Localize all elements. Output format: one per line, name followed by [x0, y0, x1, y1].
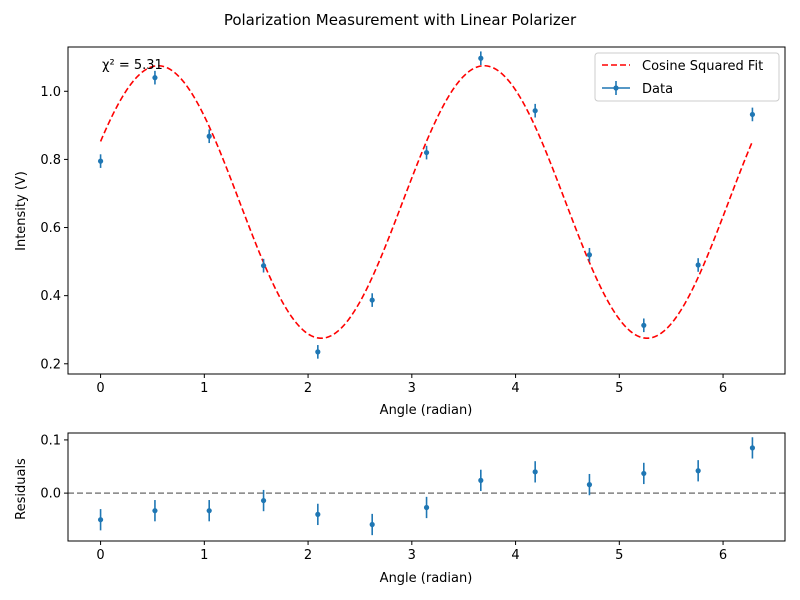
x-tick-label: 3: [408, 381, 416, 396]
y-tick-label: 0.8: [40, 153, 61, 168]
fit-curve: [99, 64, 754, 339]
x-tick-label: 3: [408, 548, 416, 563]
data-point: [97, 517, 104, 523]
figure-title: Polarization Measurement with Linear Pol…: [224, 11, 577, 29]
data-point: [478, 55, 484, 61]
data-point: [641, 470, 647, 477]
data-point: [749, 111, 756, 118]
intensity-y-ticks: 0.2 0.4 0.6 0.8 1.0: [40, 85, 68, 372]
legend-fit-label: Cosine Squared Fit: [642, 59, 763, 74]
intensity-plot-frame: [67, 46, 786, 375]
x-tick-label: 1: [200, 381, 208, 396]
residuals-y-label: Residuals: [14, 458, 29, 520]
x-tick-label: 2: [304, 381, 312, 396]
intensity-panel: 0 1 2 3 4 5 6 0.2 0.4 0.6 0.8 1.0 Angle (radian) I…: [14, 46, 786, 418]
data-point: [532, 108, 538, 114]
x-tick-label: 1: [200, 548, 208, 563]
data-point: [97, 158, 104, 164]
residuals-y-ticks: 0.0 0.1: [40, 433, 68, 502]
x-tick-label: 6: [719, 548, 727, 563]
data-point: [206, 133, 212, 139]
x-tick-label: 2: [304, 548, 312, 563]
data-point: [478, 477, 484, 483]
data-point: [260, 263, 267, 269]
y-tick-label: 0.0: [40, 487, 61, 502]
residuals-x-label: Angle (radian): [380, 571, 473, 586]
x-tick-label: 4: [511, 381, 519, 396]
x-tick-label: 5: [615, 548, 623, 563]
data-point: [423, 504, 430, 511]
y-tick-label: 0.2: [40, 357, 61, 372]
data-point: [423, 149, 430, 156]
y-tick-label: 0.1: [40, 433, 61, 448]
x-tick-label: 5: [615, 381, 623, 396]
fit-curve-group: [99, 64, 754, 339]
y-tick-label: 0.4: [40, 289, 61, 304]
data-point: [749, 445, 756, 451]
legend-box: [594, 52, 780, 102]
x-tick-label: 0: [96, 548, 104, 563]
chi-square-annotation: χ² = 5.31: [102, 58, 163, 73]
data-point: [695, 468, 701, 474]
residuals-x-ticks: 0 1 2 3 4 5 6: [96, 541, 727, 563]
x-tick-label: 4: [511, 548, 519, 563]
x-tick-label: 0: [96, 381, 104, 396]
data-point: [641, 322, 647, 328]
legend-data-swatch-marker: [613, 85, 619, 91]
data-point: [532, 469, 538, 475]
data-points-group: [97, 51, 756, 359]
intensity-x-label: Angle (radian): [380, 403, 473, 418]
data-point: [315, 349, 321, 355]
residual-points-group: [97, 437, 756, 536]
data-point: [586, 482, 593, 488]
intensity-x-ticks: 0 1 2 3 4 5 6: [96, 374, 727, 396]
data-point: [206, 508, 212, 514]
residuals-panel: 0 1 2 3 4 5 6 0.0 0.1 Angle (radian) Residuals: [14, 432, 786, 586]
data-point: [369, 297, 375, 303]
y-tick-label: 0.6: [40, 221, 61, 236]
data-point: [152, 508, 158, 514]
x-tick-label: 6: [719, 381, 727, 396]
legend: Cosine Squared Fit Data: [594, 52, 780, 102]
data-point: [315, 511, 321, 517]
data-point: [152, 75, 158, 81]
intensity-y-label: Intensity (V): [14, 171, 29, 251]
legend-data-label: Data: [642, 82, 673, 97]
data-point: [260, 497, 267, 504]
residuals-plot-frame: [67, 432, 786, 542]
y-tick-label: 1.0: [40, 85, 61, 100]
data-point: [586, 252, 593, 258]
data-point: [695, 262, 701, 268]
data-point: [369, 521, 375, 528]
